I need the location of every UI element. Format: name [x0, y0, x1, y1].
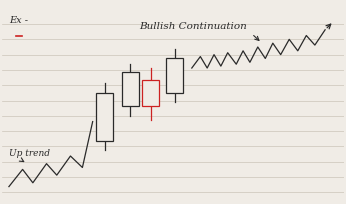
- Bar: [122, 72, 139, 107]
- Text: Up trend: Up trend: [9, 149, 50, 157]
- Bar: [142, 80, 159, 107]
- Bar: [96, 93, 113, 141]
- Text: Bullish Continuation: Bullish Continuation: [140, 22, 247, 31]
- Text: Ex -: Ex -: [9, 16, 28, 25]
- Bar: [166, 59, 183, 93]
